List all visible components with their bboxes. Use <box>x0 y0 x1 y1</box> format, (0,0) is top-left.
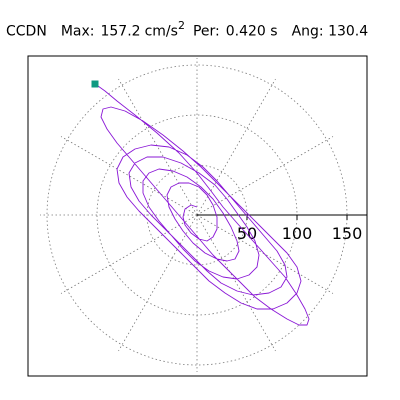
max-value: 157.2 <box>100 23 141 40</box>
period-value: 0.420 s <box>225 23 278 40</box>
max-unit: cm/s <box>144 23 178 40</box>
angle-readout: Ang: 130.4 <box>291 23 369 40</box>
start-marker-group <box>91 80 99 88</box>
period-label: Per: <box>192 23 220 40</box>
radial-axis: 50 100 150 <box>197 214 367 243</box>
radial-tick-label-150: 150 <box>332 224 363 243</box>
orbit-trace <box>94 83 310 326</box>
radial-tick-label-100: 100 <box>282 224 313 243</box>
grid-spoke-30 <box>196 136 334 216</box>
grid-spoke-120 <box>118 78 198 216</box>
max-label: Max: <box>60 23 95 40</box>
chart-header: CCDN Max: 157.2 cm/s2 Per: 0.420 s Ang: 130.4 <box>6 19 369 40</box>
grid-spoke-240 <box>118 214 198 352</box>
orbit-trace-group <box>94 83 310 326</box>
plot-frame <box>27 55 368 377</box>
station-code: CCDN <box>6 23 47 40</box>
grid-spoke-210 <box>60 214 198 294</box>
max-unit-exponent: 2 <box>177 19 185 32</box>
start-marker <box>91 80 99 88</box>
